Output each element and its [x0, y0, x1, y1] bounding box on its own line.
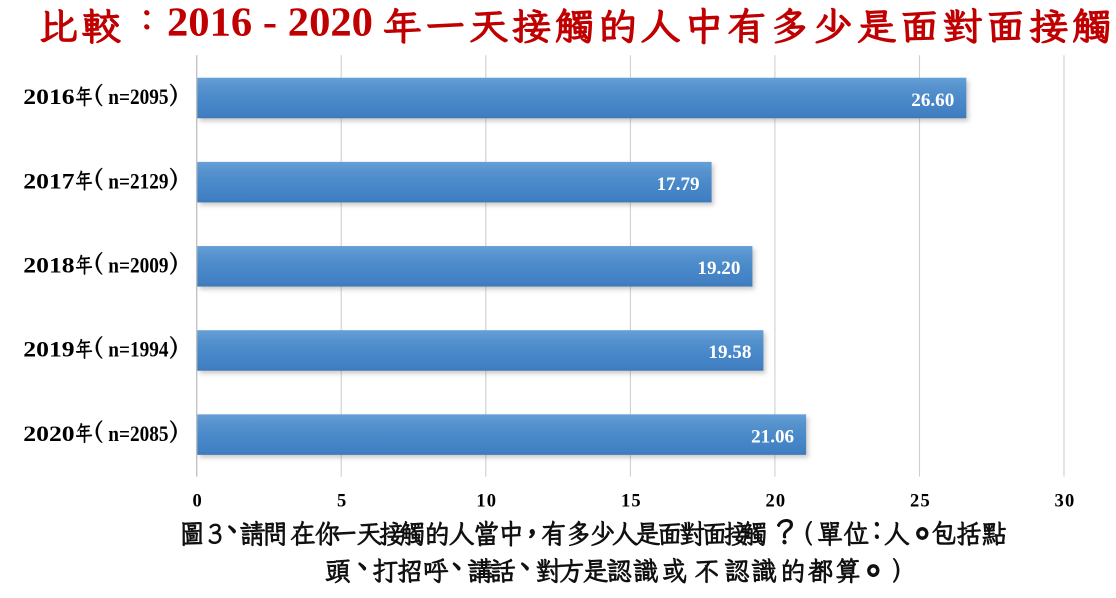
svg-text:2017: 2017	[23, 168, 74, 193]
svg-text:2020: 2020	[23, 421, 74, 446]
svg-text:2019: 2019	[23, 337, 74, 362]
svg-text:30: 30	[1055, 492, 1076, 512]
svg-text:26.60: 26.60	[911, 91, 954, 111]
svg-text:19.20: 19.20	[697, 259, 740, 279]
svg-text:25: 25	[910, 492, 931, 512]
svg-text:0: 0	[192, 492, 202, 512]
svg-text:2018: 2018	[23, 253, 74, 278]
svg-text:19.58: 19.58	[708, 343, 751, 363]
svg-text:2016 - 2020: 2016 - 2020	[167, 0, 373, 44]
svg-text:21.06: 21.06	[751, 427, 794, 447]
svg-text:2016: 2016	[23, 84, 74, 109]
svg-text:10: 10	[476, 492, 497, 512]
svg-text:n=2129: n=2129	[108, 168, 168, 193]
svg-text:n=2085: n=2085	[108, 421, 168, 446]
svg-text:5: 5	[337, 492, 347, 512]
svg-text:n=1994: n=1994	[108, 337, 168, 362]
svg-text:15: 15	[621, 492, 642, 512]
svg-text:20: 20	[765, 492, 786, 512]
svg-text:n=2009: n=2009	[108, 253, 168, 278]
svg-text:n=2095: n=2095	[108, 84, 168, 109]
svg-text:17.79: 17.79	[657, 175, 700, 195]
